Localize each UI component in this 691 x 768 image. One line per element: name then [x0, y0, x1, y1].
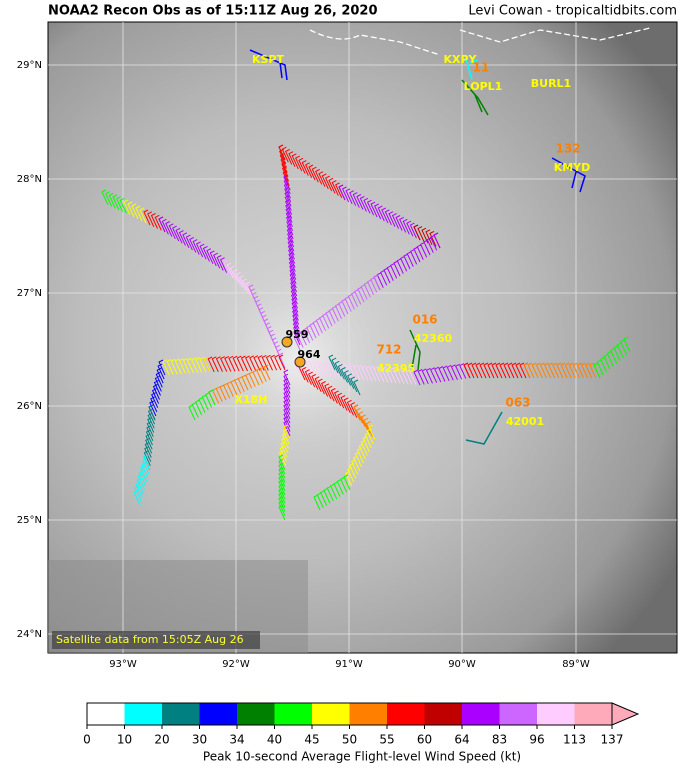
colorbar-swatch: [424, 703, 463, 725]
graticule: [48, 22, 677, 653]
colorbar-tick-label: 50: [342, 733, 357, 747]
colorbar-swatch: [312, 703, 350, 725]
station-label: KXPY: [443, 53, 477, 66]
wind-barbs: [523, 362, 601, 379]
lat-label: 29°N: [17, 60, 42, 71]
colorbar-swatch: [499, 703, 538, 725]
wind-barbs: [283, 174, 301, 346]
wind-barbs: [143, 209, 166, 233]
wind-label: 063: [505, 396, 530, 410]
lat-label: 26°N: [17, 401, 42, 412]
colorbar-swatch: [162, 703, 200, 725]
credit: Levi Cowan - tropicaltidbits.com: [468, 4, 677, 19]
colorbar-tick-label: 10: [117, 733, 132, 747]
coastline: [309, 27, 651, 56]
station-label: KMYD: [554, 161, 591, 174]
center-fix: [294, 356, 306, 368]
lon-label: 92°W: [222, 659, 250, 670]
wind-barbs: [293, 274, 381, 351]
colorbar-tick-label: 34: [229, 733, 244, 747]
station-label: 42395: [377, 362, 415, 375]
wind-label: 11: [473, 61, 490, 75]
wind-barbs: [463, 362, 531, 379]
wind-barbs: [593, 336, 631, 379]
wind-barbs: [188, 389, 216, 421]
title: NOAA2 Recon Obs as of 15:11Z Aug 26, 202…: [48, 4, 378, 19]
wind-barbs: [373, 232, 441, 291]
colorbar-label: Peak 10-second Average Flight-level Wind…: [203, 750, 521, 764]
colorbar-swatch: [199, 703, 238, 725]
colorbar-swatch: [349, 703, 388, 725]
wind-barbs: [343, 424, 376, 491]
lat-label: 24°N: [17, 629, 42, 640]
wind-barbs: [158, 216, 231, 276]
pressure-label: 964: [298, 348, 321, 361]
wind-barbs: [101, 189, 131, 216]
note-box: [52, 631, 260, 649]
lat-label: 25°N: [17, 515, 42, 526]
lon-label: 91°W: [335, 659, 363, 670]
wind-barbs: [123, 199, 151, 226]
lon-label: 89°W: [562, 659, 590, 670]
colorbar-tick-label: 64: [454, 733, 469, 747]
colorbar-tick-label: 96: [529, 733, 544, 747]
colorbar-tick-label: 137: [601, 733, 624, 747]
station-label: BURL1: [531, 77, 571, 90]
colorbar-tick-label: 60: [417, 733, 432, 747]
wind-barbs: [338, 184, 421, 241]
wind-barbs: [203, 354, 286, 373]
wind-label: 712: [376, 343, 401, 357]
colorbar-swatch: [87, 703, 125, 725]
station-label: X18H: [235, 393, 268, 406]
colorbar-tick-label: 55: [379, 733, 394, 747]
lat-label: 27°N: [17, 288, 42, 299]
colorbar-swatch: [387, 703, 425, 725]
station-label: KSPT: [252, 53, 285, 66]
colorbar-tick-label: 40: [267, 733, 282, 747]
center-fix: [281, 336, 293, 348]
colorbar: 0 10 20 30 34 40 45 50 55 60 64 83 96 113 137: [83, 702, 640, 747]
satellite-note: Satellite data from 15:05Z Aug 26: [56, 633, 244, 646]
colorbar-swatch: [574, 703, 613, 725]
station-label: 42360: [414, 332, 453, 345]
colorbar-tick-label: 20: [154, 733, 169, 747]
colorbar-swatch: [537, 703, 575, 725]
wind-barbs: [353, 404, 376, 441]
colorbar-tick-label: 30: [192, 733, 207, 747]
wind-barbs: [413, 362, 471, 386]
station-barbs: [249, 49, 586, 445]
wind-barbs: [133, 454, 151, 506]
colorbar-swatch: [124, 703, 163, 725]
colorbar-tick-label: 0: [83, 733, 91, 747]
wind-barbs: [278, 424, 291, 471]
wind-barbs: [158, 356, 211, 376]
wind-barbs: [413, 224, 441, 249]
colorbar-tick-label: 45: [304, 733, 319, 747]
wind-barbs: [313, 474, 351, 511]
colorbar-swatch: [274, 703, 313, 725]
lon-label: 93°W: [109, 659, 137, 670]
colorbar-extension: [611, 702, 640, 726]
wind-barbs: [148, 359, 166, 421]
wind-barbs: [283, 369, 291, 441]
wind-barbs: [143, 404, 156, 471]
wind-barbs: [248, 284, 286, 369]
wind-barbs: [278, 454, 286, 521]
pressure-label: 959: [286, 328, 309, 341]
flight-track: [101, 144, 631, 521]
colorbar-tick-label: 113: [563, 733, 586, 747]
colorbar-swatch: [462, 703, 500, 725]
wind-barbs: [328, 354, 361, 396]
colorbar-tick-label: 83: [492, 733, 507, 747]
colorbar-swatch: [237, 703, 275, 725]
station-label: 42001: [506, 415, 544, 428]
lon-label: 90°W: [448, 659, 476, 670]
station-label: LOPL1: [464, 80, 503, 93]
wind-label: 132: [555, 142, 580, 156]
wind-barbs: [278, 144, 346, 201]
lat-label: 28°N: [17, 174, 42, 185]
wind-label: 016: [412, 313, 437, 327]
